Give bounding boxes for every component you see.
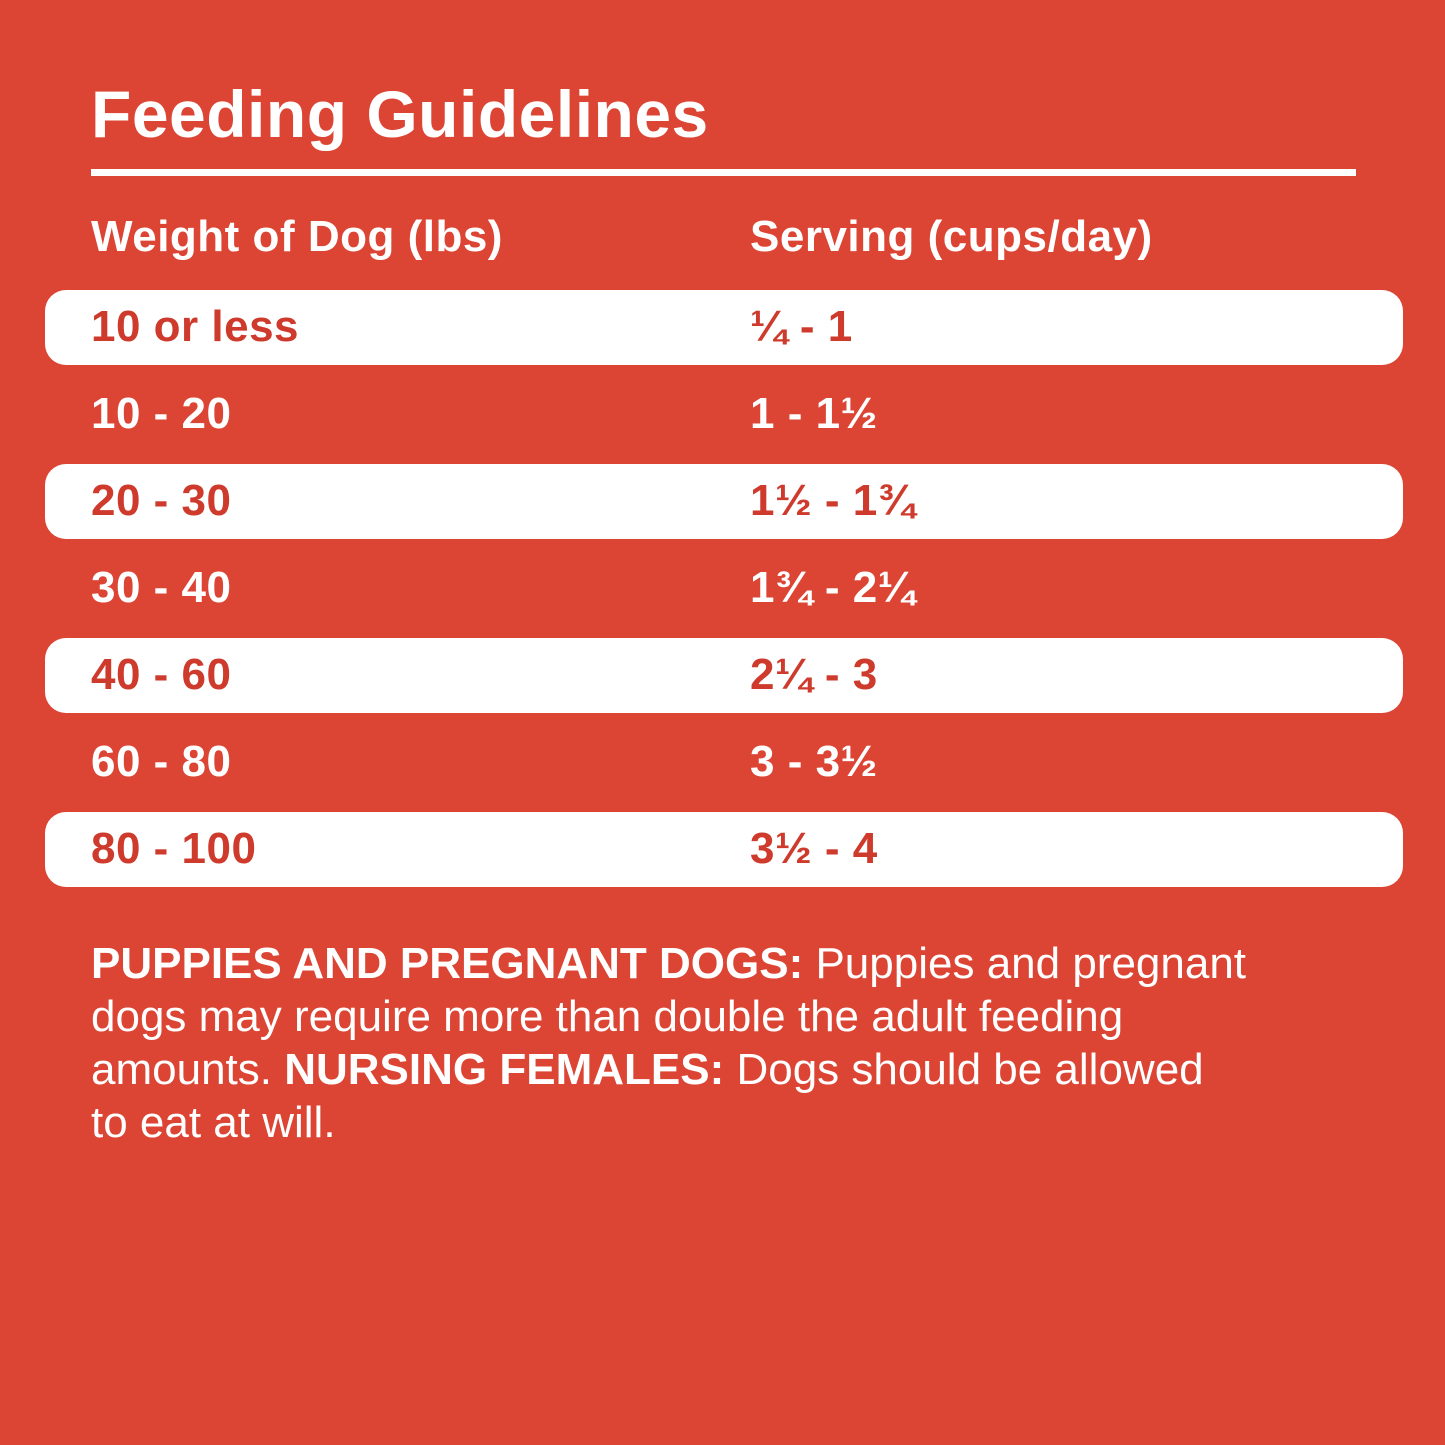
serving-cell: 1 - 1½	[750, 389, 878, 439]
serving-cell: 2¼ - 3	[750, 650, 878, 700]
weight-cell: 80 - 100	[91, 824, 257, 874]
weight-cell: 20 - 30	[91, 476, 232, 526]
footer-line: PUPPIES AND PREGNANT DOGS: Puppies and p…	[91, 937, 1391, 990]
table-row: 30 - 40 1¾ - 2¼	[45, 551, 1403, 626]
table-row: 80 - 100 3½ - 4	[45, 811, 1403, 887]
serving-cell: 3½ - 4	[750, 824, 878, 874]
table-row: 10 - 20 1 - 1½	[45, 377, 1403, 452]
footer-bold-text: PUPPIES AND PREGNANT DOGS:	[91, 938, 804, 988]
footer-line: dogs may require more than double the ad…	[91, 990, 1391, 1043]
table-row: 10 or less ¼ - 1	[45, 289, 1403, 365]
table-row: 40 - 60 2¼ - 3	[45, 637, 1403, 713]
table-row: 20 - 30 1½ - 1¾	[45, 463, 1403, 539]
title-underline-rule	[91, 168, 1356, 176]
footer-line: to eat at will.	[91, 1096, 1391, 1149]
serving-cell: 3 - 3½	[750, 737, 878, 787]
table-header-row: Weight of Dog (lbs) Serving (cups/day)	[91, 212, 1445, 262]
footer-text: Dogs should be allowed	[724, 1044, 1204, 1094]
footer-text: amounts.	[91, 1044, 285, 1094]
serving-cell: ¼ - 1	[750, 302, 853, 352]
serving-cell: 1¾ - 2¼	[750, 563, 915, 613]
serving-cell: 1½ - 1¾	[750, 476, 915, 526]
footer-bold-text: NURSING FEMALES:	[284, 1044, 725, 1094]
table-row: 60 - 80 3 - 3½	[45, 725, 1403, 800]
weight-cell: 60 - 80	[91, 737, 232, 787]
feeding-table-body: 10 or less ¼ - 1 10 - 20 1 - 1½ 20 - 30 1½ - …	[45, 289, 1403, 887]
weight-cell: 30 - 40	[91, 563, 232, 613]
footer-note: PUPPIES AND PREGNANT DOGS: Puppies and p…	[91, 937, 1391, 1149]
weight-cell: 10 - 20	[91, 389, 232, 439]
column-header-weight: Weight of Dog (lbs)	[91, 211, 503, 261]
footer-line: amounts. NURSING FEMALES: Dogs should be…	[91, 1043, 1391, 1096]
footer-text: dogs may require more than double the ad…	[91, 991, 1124, 1041]
footer-text: Puppies and pregnant	[803, 938, 1247, 988]
column-header-serving: Serving (cups/day)	[750, 211, 1153, 261]
weight-cell: 10 or less	[91, 302, 300, 352]
footer-text: to eat at will.	[91, 1097, 336, 1147]
page-title: Feeding Guidelines	[91, 77, 709, 151]
weight-cell: 40 - 60	[91, 650, 232, 700]
